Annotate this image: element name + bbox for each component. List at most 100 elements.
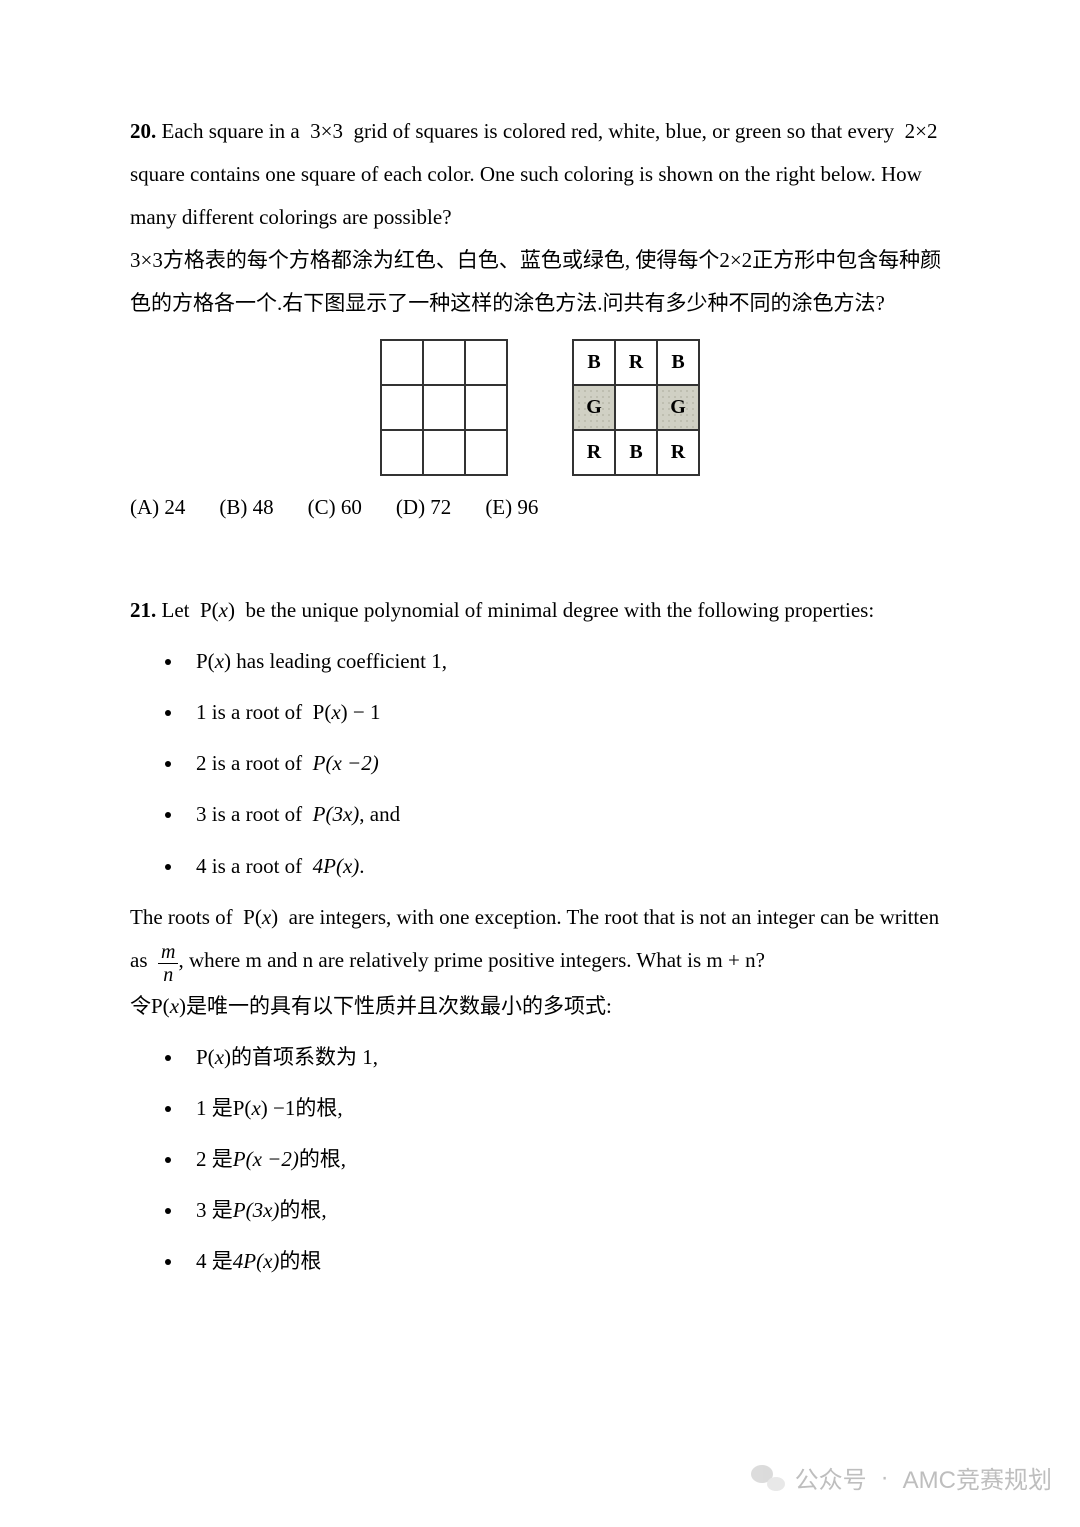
- choice-a: (A) 24: [130, 486, 185, 529]
- zb2b: −1的根,: [268, 1096, 343, 1120]
- list-item: 4 is a root of 4P(x).: [184, 845, 950, 888]
- list-item: 1 is a root of P(x) − 1: [184, 691, 950, 734]
- list-item: 3 是P(3x)的根,: [184, 1189, 950, 1232]
- problem-20-text-en: 20. Each square in a 3×3 grid of squares…: [130, 110, 950, 239]
- list-item: 2 is a root of P(x −2): [184, 742, 950, 785]
- watermark: 公众号 · AMC竞赛规划: [751, 1460, 1052, 1495]
- choice-b: (B) 48: [219, 486, 273, 529]
- b5c: .: [359, 854, 364, 878]
- grid-cell: [465, 430, 507, 475]
- zb3a: 2 是: [196, 1147, 233, 1171]
- problem-20-text-zh: 3×3方格表的每个方格都涂为红色、白色、蓝色或绿色, 使得每个2×2正方形中包含…: [130, 239, 950, 325]
- grid-cell: R: [615, 340, 657, 385]
- table-row: [381, 340, 507, 385]
- list-item: 3 is a root of P(3x), and: [184, 793, 950, 836]
- table-row: B R B: [573, 340, 699, 385]
- list-item: 1 是P(x) −1的根,: [184, 1087, 950, 1130]
- grid-cell: B: [657, 340, 699, 385]
- zb5a: 4 是: [196, 1249, 233, 1273]
- fourpx: 4P(x): [233, 1249, 280, 1273]
- grid-cell: R: [657, 430, 699, 475]
- problem-21-conclusion-en-line1: The roots of P(x) are integers, with one…: [130, 896, 950, 939]
- px-symbol: P(x): [196, 1045, 231, 1069]
- problem-20-english: Each square in a 3×3 grid of squares is …: [130, 119, 937, 229]
- b2b: − 1: [348, 700, 381, 724]
- grid-cell: [465, 340, 507, 385]
- b5a: 4 is a root of: [196, 854, 313, 878]
- px-symbol: P(x): [233, 1096, 268, 1120]
- grid-cell: B: [573, 340, 615, 385]
- problem-21-en-tail: be the unique polynomial of minimal degr…: [235, 598, 874, 622]
- watermark-label-a: 公众号: [795, 1460, 867, 1495]
- table-row: G G: [573, 385, 699, 430]
- problem-21-head-en: 21. Let P(x) be the unique polynomial of…: [130, 589, 950, 632]
- problem-21-en-head: Let: [162, 598, 200, 622]
- px2: P(x −2): [313, 751, 379, 775]
- grid-cell: [465, 385, 507, 430]
- zb1: 的首项系数为 1,: [231, 1045, 378, 1069]
- b3a: 2 is a root of: [196, 751, 313, 775]
- zb4a: 3 是: [196, 1198, 233, 1222]
- zb5c: 的根: [279, 1249, 321, 1273]
- list-item: 4 是4P(x)的根: [184, 1240, 950, 1283]
- problem-21-bullets-zh: P(x)的首项系数为 1, 1 是P(x) −1的根, 2 是P(x −2)的根…: [130, 1036, 950, 1283]
- table-row: [381, 385, 507, 430]
- frac-num: m: [158, 942, 178, 964]
- grid-cell-shaded: G: [573, 385, 615, 430]
- b2a: 1 is a root of: [196, 700, 313, 724]
- px-symbol: P(x): [196, 649, 231, 673]
- watermark-dot: ·: [881, 1464, 889, 1492]
- px-symbol: P(x): [243, 905, 278, 929]
- b4c: , and: [359, 802, 400, 826]
- blank-grid: [380, 339, 508, 476]
- problem-21-conclusion-en-line2: as mn, where m and n are relatively prim…: [130, 939, 950, 985]
- zb3c: 的根,: [299, 1147, 346, 1171]
- px-symbol: P(x): [313, 700, 348, 724]
- problem-20-number: 20.: [130, 119, 156, 143]
- grid-cell: [423, 340, 465, 385]
- document-page: 20. Each square in a 3×3 grid of squares…: [0, 0, 1080, 1331]
- fourpx: 4P(x): [313, 854, 360, 878]
- grid-cell: [381, 340, 423, 385]
- watermark-label-b: AMC竞赛规划: [903, 1460, 1052, 1495]
- zh-head-a: 令: [130, 994, 151, 1018]
- grid-cell: B: [615, 430, 657, 475]
- zb4c: 的根,: [279, 1198, 326, 1222]
- b4a: 3 is a root of: [196, 802, 313, 826]
- list-item: P(x)的首项系数为 1,: [184, 1036, 950, 1079]
- choice-e: (E) 96: [485, 486, 538, 529]
- c-en-2: are integers, with one exception. The ro…: [278, 905, 939, 929]
- px-symbol: P(x): [200, 598, 235, 622]
- problem-21-head-zh: 令P(x)是唯一的具有以下性质并且次数最小的多项式:: [130, 985, 950, 1028]
- grid-cell: [615, 385, 657, 430]
- problem-20-grids: B R B G G R B R: [130, 339, 950, 476]
- grid-cell: [423, 385, 465, 430]
- grid-cell: [423, 430, 465, 475]
- spacer: [130, 529, 950, 589]
- example-grid: B R B G G R B R: [572, 339, 700, 476]
- b1a: has leading coefficient 1,: [231, 649, 447, 673]
- zb2a: 1 是: [196, 1096, 233, 1120]
- list-item: P(x) has leading coefficient 1,: [184, 640, 950, 683]
- grid-cell: R: [573, 430, 615, 475]
- p3x: P(3x): [233, 1198, 280, 1222]
- choice-d: (D) 72: [396, 486, 451, 529]
- grid-cell: [381, 430, 423, 475]
- c-en-3a: as: [130, 948, 158, 972]
- px-symbol: P(x): [151, 994, 186, 1018]
- problem-20-choices: (A) 24 (B) 48 (C) 60 (D) 72 (E) 96: [130, 486, 950, 529]
- c-en-3b: , where m and n are relatively prime pos…: [178, 948, 764, 972]
- table-row: R B R: [573, 430, 699, 475]
- p3x: P(3x): [313, 802, 360, 826]
- frac-den: n: [158, 964, 178, 985]
- choice-c: (C) 60: [308, 486, 362, 529]
- zh-head-b: 是唯一的具有以下性质并且次数最小的多项式:: [186, 994, 612, 1018]
- px2: P(x −2): [233, 1147, 299, 1171]
- table-row: [381, 430, 507, 475]
- problem-21-bullets-en: P(x) has leading coefficient 1, 1 is a r…: [130, 640, 950, 887]
- fraction-mn: mn: [158, 942, 178, 985]
- wechat-icon: [751, 1461, 785, 1495]
- problem-21-number: 21.: [130, 598, 156, 622]
- grid-cell-shaded: G: [657, 385, 699, 430]
- c-en-1: The roots of: [130, 905, 243, 929]
